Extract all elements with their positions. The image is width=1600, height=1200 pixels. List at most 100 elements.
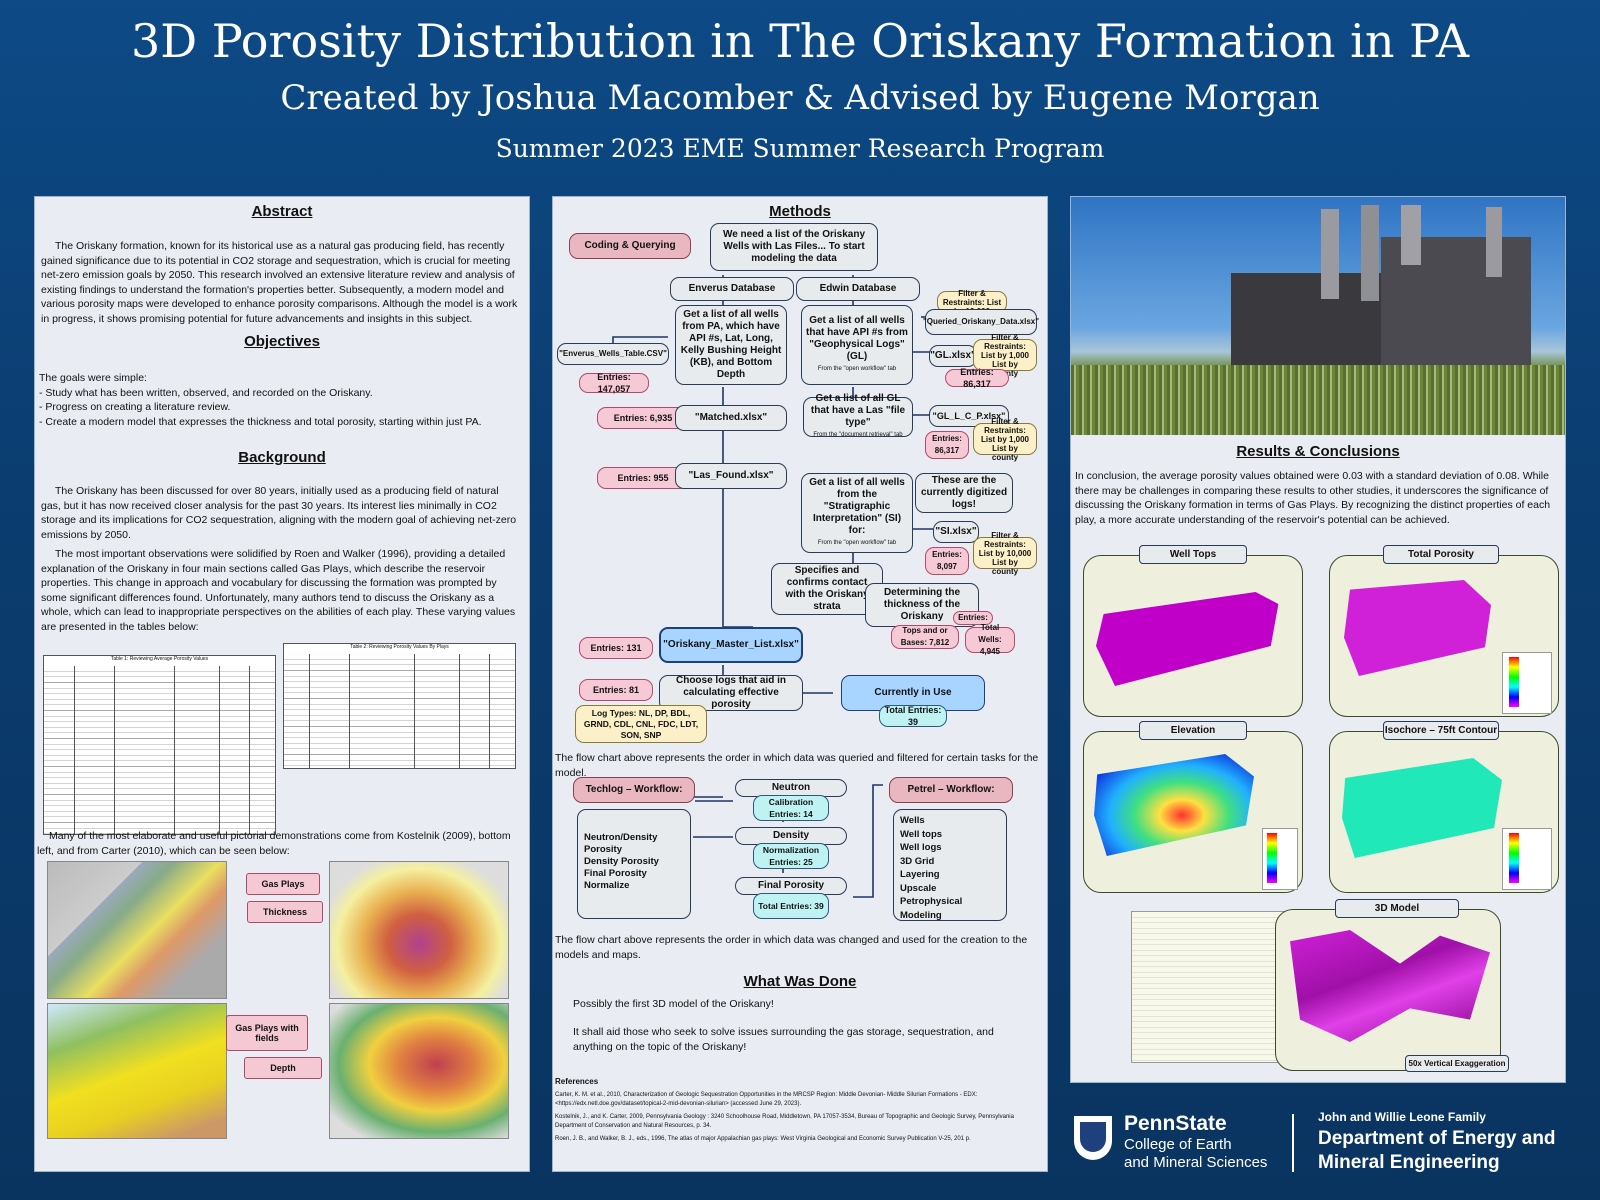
table-2-title: Table 2: Reviewing Porosity Values By Pl… [350,644,449,650]
depth-map [329,1003,509,1139]
objectives-item: - Create a modern model that expresses t… [39,415,482,428]
references-heading: References [555,1077,599,1086]
si-list-text: Get a list of all wells from the "Strati… [809,477,905,536]
las-found-xlsx: "Las_Found.xlsx" [675,463,787,489]
background-p1: The Oriskany has been discussed for over… [41,485,517,541]
poster-subtitle: Created by Joshua Macomber & Advised by … [280,78,1320,118]
family-line: John and Willie Leone Family [1318,1110,1486,1124]
map-label-isochore: Isochore – 75ft Contour [1383,721,1499,740]
abstract-heading: Abstract [251,203,313,220]
industrial-photo [1071,197,1565,435]
results-text: In conclusion, the average porosity valu… [1075,470,1551,526]
results-heading: Results & Conclusions [1236,443,1400,460]
methods-panel: Methods Coding & Querying We ne [552,196,1048,1172]
gas-plays-fields-map [47,1003,227,1139]
petrel-item: Well logs [900,842,942,853]
petrel-list: Wells Well tops Well logs 3D Grid Layeri… [893,809,1007,921]
elevation-frame [1083,731,1303,893]
gas-plays-map [47,861,227,999]
gl-xlsx: "GL.xlsx" [929,345,977,367]
what-was-done-item: Possibly the first 3D model of the Orisk… [573,998,774,1010]
entries-86317-a: Entries: 86,317 [945,367,1009,389]
filter-3: Filter & Restraints: List by 1,000 List … [973,417,1037,462]
matched-xlsx: "Matched.xlsx" [675,405,787,431]
entries-131: Entries: 131 [579,637,653,659]
filter-2: Filter & Restraints: List by 1,000 List … [973,333,1037,378]
objectives-item: - Progress on creating a literature revi… [39,401,231,414]
methods-heading: Methods [769,203,831,220]
entries-86317-b: Entries: 86,317 [925,431,969,459]
edwin-list-text: Get a list of all wells that have API #s… [806,315,908,362]
table-2: Table 2: Reviewing Porosity Values By Pl… [283,643,516,769]
total-porosity-frame [1329,555,1559,717]
si-xlsx: "SI.xlsx" [933,521,979,543]
gl-las-box: Get a list of all GL that have a Las "fi… [803,393,913,438]
psu-logo [1074,1116,1112,1160]
what-was-done-item: It shall aid those who seek to solve iss… [573,1026,994,1053]
reference-item: Carter, K. M. et al., 2010, Characteriza… [555,1092,978,1107]
entries-147057: Entries: 147,057 [579,372,649,394]
gl-l-c-xlsx: "GL_L_C_P.xlsx" [929,405,1009,427]
petrel-item: Petrophysical Modeling [900,896,963,921]
background-heading: Background [238,449,326,466]
si-list-note: From the "open workflow" tab [817,540,897,546]
what-was-done-heading: What Was Done [743,973,857,990]
thickness-label: Thickness [247,901,323,923]
thickness-map [329,861,509,999]
entries-6935: Entries: 6,935 [597,407,689,429]
table-1-title: Table 1: Reviewing Average Porosity Valu… [110,656,209,662]
reference-item: Kostelnik, J., and K. Carter, 2009, Penn… [555,1114,1014,1129]
flowchart-caption-2: The flow chart above represents the orde… [555,934,1028,961]
well-tops-map [1096,592,1279,686]
porosity-legend [1502,652,1552,714]
elevation-legend [1262,828,1298,890]
total-porosity-map [1344,580,1491,676]
isochore-frame [1329,731,1559,893]
entries-8097: Entries: 8,097 [925,547,969,575]
coding-querying-label: Coding & Querying [569,233,691,259]
density-sub: Normalization Entries: 25 [753,843,829,869]
gas-plays-label: Gas Plays [246,873,320,895]
digitized-box: These are the currently digitized logs! [915,473,1013,513]
enverus-list-box: Get a list of all wells from PA, which h… [675,305,787,385]
queried-xlsx: "Queried_Oriskany_Data.xlsx" [923,309,1039,335]
gl-las-text: Get a list of all GL that have a Las "fi… [810,393,906,428]
petrel-item: 3D Grid [900,855,935,867]
enverus-csv-box: "Enverus_Wells_Table.CSV" [557,343,669,365]
si-list-box: Get a list of all wells from the "Strati… [801,473,913,553]
techlog-item: Final Porosity [584,868,647,879]
flowchart-caption-1: The flow chart above represents the orde… [555,752,1039,779]
dept-line-2: Mineral Engineering [1318,1152,1500,1173]
techlog-label: Techlog – Workflow: [573,777,695,803]
reference-item: Roen, J. B., and Walker, B. J., eds., 19… [555,1136,971,1142]
petrel-item: Wells [900,815,925,826]
techlog-item: Neutron/Density Porosity [584,832,658,855]
edwin-list-box: Get a list of all wells that have API #s… [801,305,913,385]
objectives-list: The goals were simple: - Study what has … [39,371,519,429]
entries-label: Entries: [953,611,993,625]
entries-81: Entries: 81 [579,679,653,701]
objectives-item: - Study what has been written, observed,… [39,386,373,399]
background-p2: The most important observations were sol… [41,548,516,633]
isochore-legend [1502,828,1552,890]
objectives-heading: Objectives [244,333,320,350]
results-panel: Results & Conclusions In conclusion, the… [1070,196,1566,1083]
map-label-well-tops: Well Tops [1139,545,1247,564]
master-list-box: "Oriskany_Master_List.xlsx" [659,627,803,663]
edwin-list-note: From the "open workflow" tab [817,366,897,372]
background-p3: Many of the most elaborate and useful pi… [37,830,511,857]
filter-4: Filter & Restraints: List by 10,000 List… [973,531,1037,576]
techlog-item: Normalize [584,880,630,891]
gl-las-note: From the "document retrieval" tab [813,432,903,438]
gas-plays-fields-label: Gas Plays with fields [226,1015,308,1051]
poster-title: 3D Porosity Distribution in The Oriskany… [130,14,1470,68]
isochore-map [1342,758,1502,858]
3d-model-frame [1275,909,1501,1071]
tops-bases: Tops and or Bases: 7,812 [891,625,959,649]
college-line-2: and Mineral Sciences [1124,1154,1268,1171]
model-stats-table [1131,911,1303,1063]
petrel-item: Layering [900,869,940,880]
abstract-text: The Oriskany formation, known for its hi… [41,240,518,325]
petrel-label: Petrel – Workflow: [889,777,1013,803]
neutron-sub: Calibration Entries: 14 [753,795,829,821]
